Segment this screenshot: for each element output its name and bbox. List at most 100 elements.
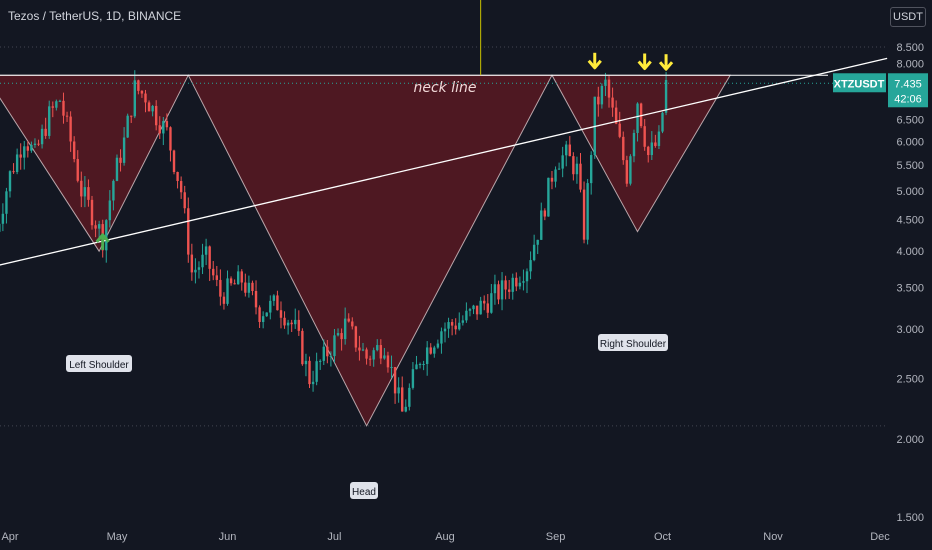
candle-body	[204, 246, 208, 255]
left-shoulder-label: Left Shoulder	[66, 355, 132, 372]
candle-body	[525, 271, 529, 282]
candle-body	[579, 163, 582, 190]
candle-body	[158, 125, 161, 134]
candle-body	[251, 282, 254, 291]
down-arrow-icon	[637, 53, 652, 70]
y-tick-label: 5.500	[896, 160, 924, 172]
candle-body	[208, 246, 211, 269]
head-label-box	[350, 482, 378, 499]
last-price-badge: XTZUSDT 7.435 42:06	[833, 73, 928, 108]
candle-body	[433, 347, 436, 354]
candle-body	[415, 364, 418, 370]
candle-body	[30, 144, 33, 151]
candle-body	[165, 121, 169, 128]
candle-body	[522, 281, 525, 283]
candle-body	[72, 141, 76, 160]
candle-body	[450, 322, 454, 326]
arrow-head	[95, 233, 110, 243]
candle-body	[90, 199, 94, 226]
y-tick-label: 5.000	[896, 186, 924, 198]
candle-body	[212, 268, 215, 276]
candle-body	[393, 367, 397, 394]
candle-body	[440, 331, 443, 344]
candle-body	[286, 322, 290, 326]
candle-body	[294, 319, 297, 325]
candle-body	[368, 358, 372, 360]
candle-body	[565, 144, 568, 156]
candle-body	[336, 333, 340, 336]
candle-body	[600, 85, 604, 105]
candle-body	[429, 347, 432, 354]
ticker-badge-box	[833, 73, 886, 93]
candle-body	[397, 387, 400, 394]
candle-body	[472, 305, 475, 310]
candle-body	[62, 100, 65, 116]
candle-body	[568, 144, 571, 157]
candle-body	[632, 132, 636, 157]
candle-body	[197, 267, 201, 270]
y-tick-label: 8.500	[896, 42, 924, 54]
candle-body	[311, 381, 315, 385]
candle-body	[329, 356, 333, 358]
candle-body	[97, 224, 101, 229]
candle-body	[365, 349, 368, 359]
candle-body	[315, 361, 318, 382]
candle-body	[137, 80, 140, 91]
candle-body	[19, 154, 22, 158]
candle-body	[244, 282, 247, 293]
candle-body	[108, 200, 112, 221]
candle-body	[351, 321, 354, 327]
y-tick-label: 4.500	[896, 214, 924, 226]
candle-body	[490, 293, 493, 313]
candle-body	[130, 115, 133, 117]
candle-body	[664, 79, 668, 113]
candle-body	[614, 107, 618, 124]
candle-body	[479, 300, 482, 315]
candle-body	[333, 335, 336, 357]
candle-body	[276, 295, 279, 311]
candle-body	[518, 282, 522, 287]
x-tick-label: Sep	[546, 531, 566, 543]
candle-body	[497, 284, 500, 300]
candle-body	[33, 143, 37, 145]
candle-body	[536, 239, 539, 245]
y-tick-label: 3.000	[896, 324, 924, 336]
candle-body	[422, 364, 425, 366]
candle-body	[411, 369, 415, 388]
pattern-fill	[0, 74, 732, 427]
candle-body	[475, 305, 479, 315]
candle-body	[372, 350, 375, 360]
candle-body	[115, 157, 119, 181]
down-arrow-icon	[658, 54, 674, 71]
right-shoulder-label: Right Shoulder	[598, 334, 668, 351]
countdown-timer: 42:06	[894, 93, 922, 105]
candle-body	[572, 156, 575, 175]
price-badge-box	[888, 73, 928, 108]
candle-body	[604, 79, 607, 86]
candle-body	[40, 128, 44, 145]
candle-body	[222, 296, 226, 304]
candle-body	[162, 121, 165, 134]
candle-body	[215, 275, 219, 280]
candle-body	[44, 128, 47, 136]
candle-body	[55, 101, 58, 108]
candle-body	[236, 271, 240, 285]
candle-body	[468, 309, 472, 311]
candle-body	[597, 96, 600, 105]
candle-body	[582, 189, 586, 240]
candle-body	[636, 103, 639, 133]
candle-body	[229, 278, 233, 284]
symbol-title[interactable]: Tezos / TetherUS, 1D, BINANCE	[8, 9, 182, 23]
arrow-head	[587, 59, 602, 70]
candle-body	[269, 300, 272, 313]
candle-body	[26, 146, 30, 151]
currency-badge[interactable]: USDT	[890, 7, 926, 27]
candle-body	[625, 160, 629, 184]
candle-body	[504, 280, 507, 290]
candle-body	[169, 127, 172, 151]
candle-body	[122, 137, 126, 163]
candle-body	[254, 290, 258, 308]
candle-body	[48, 106, 51, 136]
candle-body	[12, 171, 15, 173]
